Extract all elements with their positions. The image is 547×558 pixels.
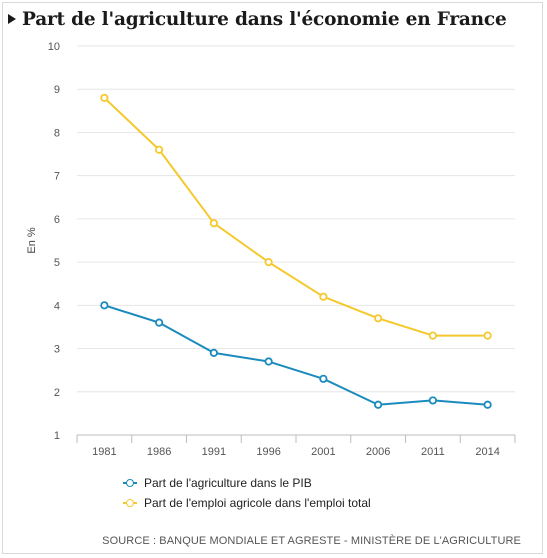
y-tick-4: 4 [54,300,60,312]
legend-item-pib[interactable]: Part de l'agriculture dans le PIB [123,473,371,493]
series-1-point-2011 [428,331,437,340]
chart-source: SOURCE : BANQUE MONDIALE ET AGRESTE - MI… [102,535,521,547]
series-1-point-1991 [209,219,218,228]
x-tick-2001: 2001 [311,446,335,458]
series-0-point-2014 [483,400,492,409]
chart-legend: Part de l'agriculture dans le PIB Part d… [123,473,371,513]
x-tick-1981: 1981 [92,446,116,458]
series-0-point-1991 [209,348,218,357]
chart-frame [2,2,543,554]
y-tick-9: 9 [54,84,60,96]
series-0-point-2001 [319,374,328,383]
y-tick-3: 3 [54,344,60,356]
series-1-point-2014 [483,331,492,340]
x-tick-1996: 1996 [256,446,280,458]
y-tick-7: 7 [54,171,60,183]
chart-title: Part de l'agriculture dans l'économie en… [22,8,507,30]
series-line-0 [104,304,488,406]
series-1-point-1981 [100,93,109,102]
title-arrow-icon [8,14,16,24]
series-1-point-1996 [264,258,273,267]
y-tick-1: 1 [54,430,60,442]
series-line-1 [103,97,488,337]
y-tick-10: 10 [48,41,60,53]
legend-dot-emploi [126,499,134,507]
chart-header: Part de l'agriculture dans l'économie en… [8,6,507,32]
y-tick-2: 2 [54,387,60,399]
y-tick-5: 5 [54,257,60,269]
legend-swatch-emploi [123,498,137,508]
series-0-point-2011 [428,396,437,405]
legend-dot-pib [126,479,134,487]
x-tick-2014: 2014 [475,446,499,458]
x-tick-2006: 2006 [366,446,390,458]
legend-label-emploi: Part de l'emploi agricole dans l'emploi … [144,496,371,510]
legend-swatch-pib [123,478,137,488]
legend-item-emploi[interactable]: Part de l'emploi agricole dans l'emploi … [123,493,371,513]
x-tick-2011: 2011 [421,446,445,458]
series-0-point-1996 [264,357,273,366]
series-1-point-2001 [319,292,328,301]
series-0-point-1981 [100,301,109,310]
series-1-point-1986 [155,145,164,154]
y-tick-6: 6 [54,214,60,226]
y-tick-8: 8 [54,127,60,139]
series-0-point-1986 [155,318,164,327]
legend-label-pib: Part de l'agriculture dans le PIB [144,476,312,490]
series-1-point-2006 [374,314,383,323]
x-tick-1986: 1986 [147,446,171,458]
y-axis-label: En % [26,227,38,254]
x-tick-1991: 1991 [202,446,226,458]
series-0-point-2006 [374,400,383,409]
